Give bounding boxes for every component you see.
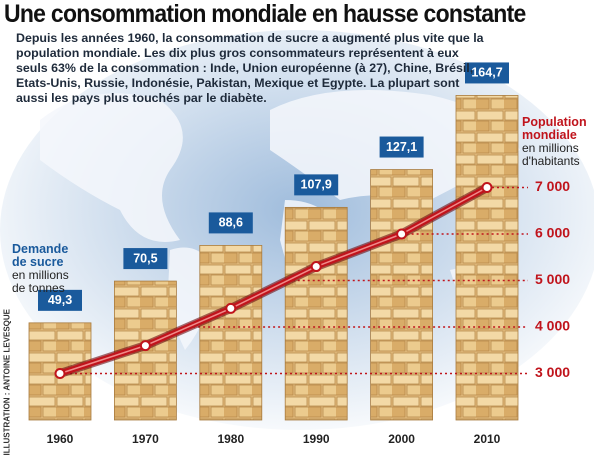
y2-tick-label: 3 000 xyxy=(535,364,570,380)
value-label-box xyxy=(38,289,82,311)
y2-tick-label: 7 000 xyxy=(535,178,570,194)
line-point xyxy=(310,261,322,273)
credit: ILLUSTRATION : ANTOINE LEVESQUE xyxy=(2,308,12,456)
value-label-box xyxy=(379,136,424,158)
x-tick-label: 2010 xyxy=(474,432,501,446)
value-label: 49,3 xyxy=(48,293,72,307)
line-highlight xyxy=(59,186,488,375)
x-tick-label: 1990 xyxy=(303,432,330,446)
line-point xyxy=(481,182,493,193)
line-point xyxy=(139,340,151,352)
value-label: 70,5 xyxy=(133,251,157,265)
value-label: 127,1 xyxy=(386,140,417,154)
value-label-box xyxy=(123,248,168,270)
x-tick-label: 1980 xyxy=(217,432,244,446)
x-tick-label: 1960 xyxy=(47,432,74,446)
bar xyxy=(284,206,348,421)
left-axis-label: Demande de sucre en millions de tonnes xyxy=(12,243,82,295)
value-label-box xyxy=(208,212,253,234)
value-label: 88,6 xyxy=(219,216,243,230)
title: Une consommation mondiale en hausse cons… xyxy=(4,0,526,28)
series-name: Population mondiale xyxy=(522,115,587,142)
unit-label: en millions de tonnes xyxy=(12,268,69,295)
line-point xyxy=(225,302,237,314)
value-label: 107,9 xyxy=(301,178,332,192)
value-label-box xyxy=(465,62,509,84)
bar xyxy=(455,95,519,421)
subtitle: Depuis les années 1960, la consommation … xyxy=(16,31,484,105)
value-label: 164,7 xyxy=(471,66,502,80)
unit-label: en millions d'habitants xyxy=(522,141,580,168)
x-tick-label: 1970 xyxy=(132,432,159,446)
right-axis-label: Population mondiale en millions d'habitan… xyxy=(522,116,594,168)
bar xyxy=(370,169,434,421)
line-point xyxy=(396,228,408,240)
x-tick-label: 2000 xyxy=(388,432,415,446)
y2-tick-label: 5 000 xyxy=(535,271,570,287)
series-name: Demande de sucre xyxy=(12,242,69,269)
y2-tick-label: 6 000 xyxy=(535,225,570,241)
y2-tick-label: 4 000 xyxy=(535,318,570,334)
line-point xyxy=(54,368,66,379)
value-label-box xyxy=(294,174,339,196)
bar xyxy=(199,245,263,421)
